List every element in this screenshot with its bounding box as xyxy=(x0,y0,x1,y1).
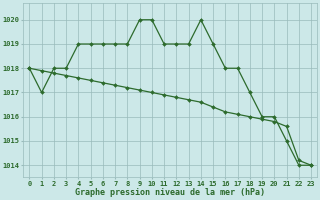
X-axis label: Graphe pression niveau de la mer (hPa): Graphe pression niveau de la mer (hPa) xyxy=(75,188,265,197)
